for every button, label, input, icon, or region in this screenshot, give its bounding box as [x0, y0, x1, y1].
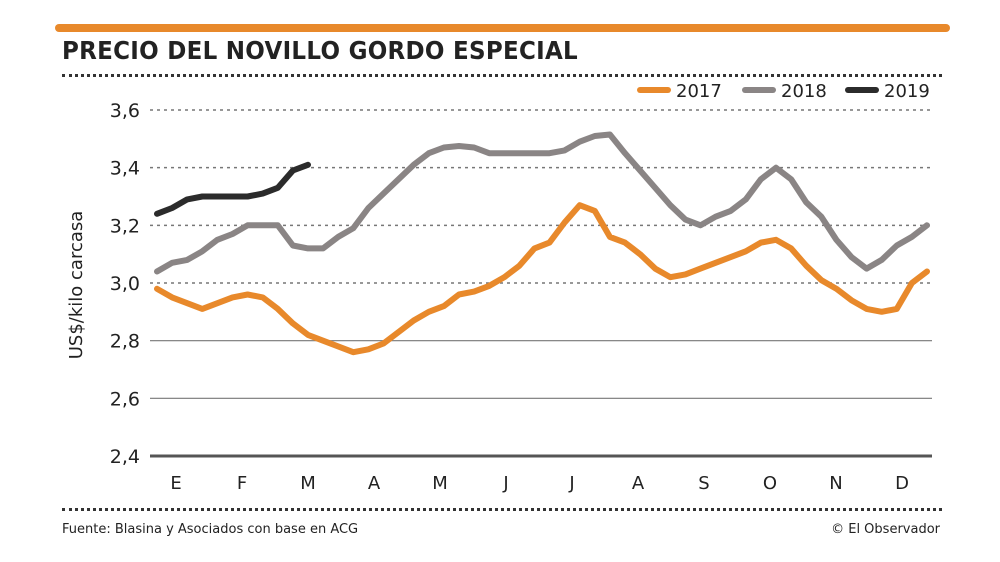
credit: © El Observador [831, 522, 940, 537]
source-note: Fuente: Blasina y Asociados con base en … [62, 522, 359, 537]
x-tick-label: J [568, 473, 574, 494]
x-tick-label: M [432, 473, 448, 494]
title-divider [62, 74, 942, 77]
top-accent-bar [55, 24, 950, 32]
x-tick-label: J [502, 473, 508, 494]
y-tick-label: 3,6 [110, 100, 140, 122]
x-tick-label: A [632, 473, 645, 494]
y-tick-label: 2,8 [110, 331, 140, 353]
y-axis-label: US$/kilo carcasa [66, 211, 87, 360]
y-tick-label: 3,0 [110, 273, 140, 295]
legend-label-2017: 2017 [676, 81, 722, 102]
y-tick-label: 3,4 [110, 158, 140, 180]
y-tick-label: 2,4 [110, 446, 140, 468]
x-tick-label: N [829, 473, 842, 494]
legend-label-2019: 2019 [884, 81, 930, 102]
x-tick-label: E [170, 473, 181, 494]
x-tick-label: S [698, 473, 709, 494]
series-line-2018 [154, 131, 930, 275]
x-tick-label: A [368, 473, 381, 494]
x-tick-label: D [895, 473, 909, 494]
x-tick-label: M [300, 473, 316, 494]
y-tick-label: 2,6 [110, 388, 140, 410]
x-tick-label: O [763, 473, 777, 494]
series-line-2019 [154, 161, 311, 217]
footer-divider [62, 508, 942, 511]
x-tick-label: F [237, 473, 247, 494]
series-line-2017 [154, 202, 930, 356]
chart-title: PRECIO DEL NOVILLO GORDO ESPECIAL [62, 36, 578, 65]
legend-label-2018: 2018 [781, 81, 827, 102]
y-tick-label: 3,2 [110, 215, 140, 237]
